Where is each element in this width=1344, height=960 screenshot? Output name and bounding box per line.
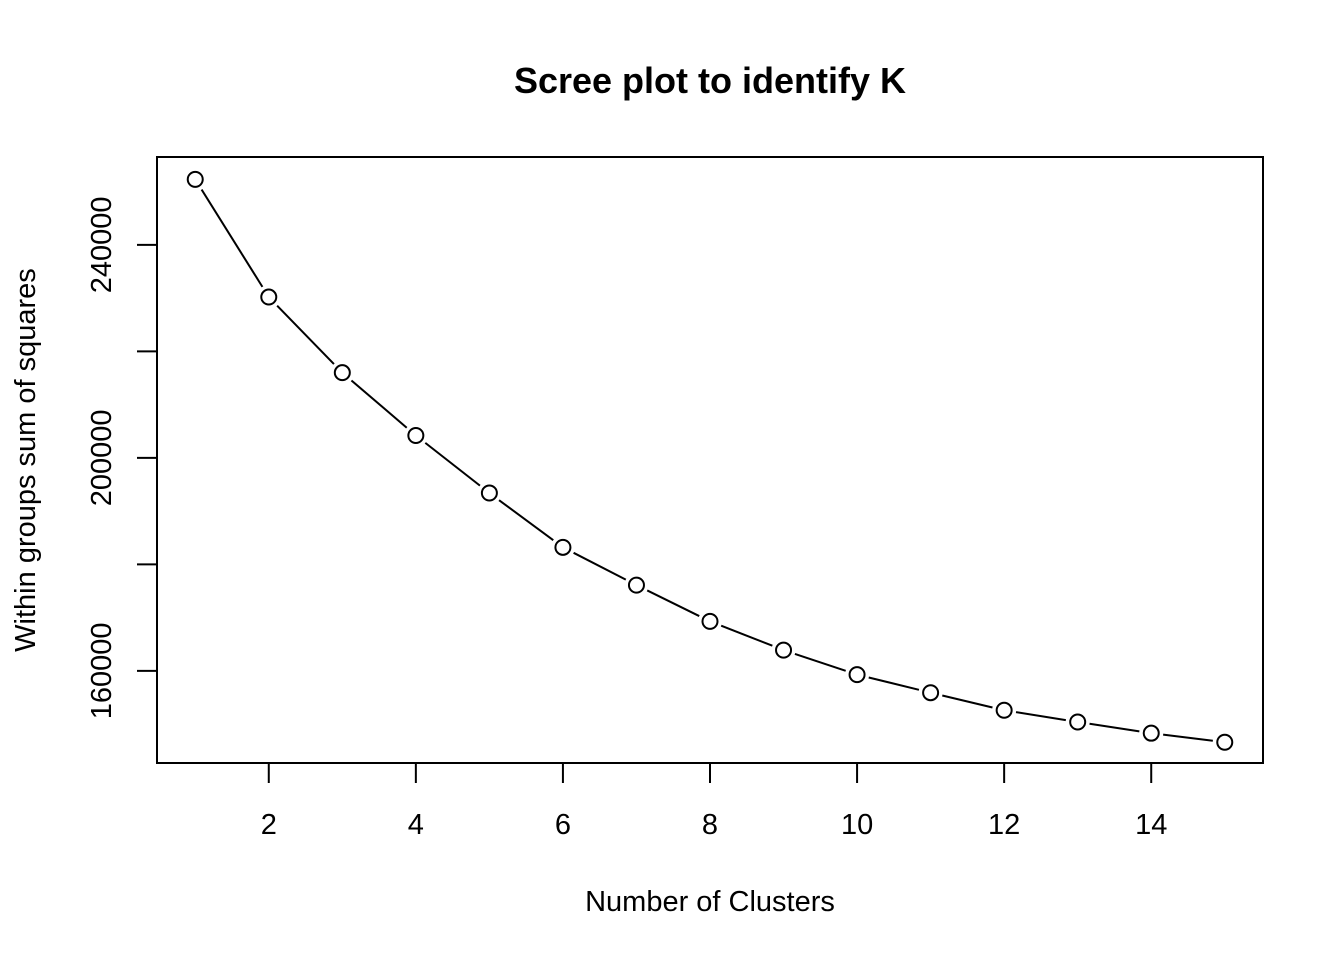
x-tick-label: 14 <box>1135 809 1167 841</box>
y-tick-label: 160000 <box>86 622 118 719</box>
series-line <box>200 189 1213 742</box>
line-segment <box>794 652 847 672</box>
data-point <box>627 576 645 594</box>
x-tick-label: 4 <box>408 809 424 841</box>
plot-frame <box>156 156 1264 764</box>
line-segment <box>1163 733 1213 742</box>
line-segment <box>498 499 554 542</box>
data-point <box>922 684 940 702</box>
data-point <box>1142 724 1160 742</box>
line-segment <box>573 551 627 581</box>
x-axis-label: Number of Clusters <box>585 886 835 918</box>
line-segment <box>276 304 335 365</box>
data-point <box>554 538 572 556</box>
line-segment <box>1015 711 1066 722</box>
data-points <box>186 170 1234 751</box>
x-tick-label: 6 <box>555 809 571 841</box>
chart-title: Scree plot to identify K <box>514 60 906 101</box>
data-point <box>1069 713 1087 731</box>
data-point <box>480 484 498 502</box>
y-axis-label: Within groups sum of squares <box>10 268 42 652</box>
data-point <box>775 641 793 659</box>
data-point <box>186 170 204 188</box>
x-tick-label: 12 <box>988 809 1020 841</box>
line-segment <box>424 442 481 487</box>
line-segment <box>720 624 773 647</box>
y-tick-label: 240000 <box>86 196 118 293</box>
line-segment <box>350 379 408 429</box>
data-point <box>1216 733 1234 751</box>
x-axis: 2 4 6 8 10 12 14 <box>261 763 1167 841</box>
x-tick-label: 10 <box>841 809 873 841</box>
y-tick-label: 200000 <box>86 409 118 506</box>
y-axis: 160000 200000 240000 <box>86 196 157 719</box>
line-segment <box>942 694 993 709</box>
data-point <box>333 364 351 382</box>
x-tick-label: 8 <box>702 809 718 841</box>
data-point <box>260 288 278 306</box>
line-segment <box>646 589 700 617</box>
line-segment <box>1089 722 1140 733</box>
x-tick-label: 2 <box>261 809 277 841</box>
line-segment <box>868 676 920 691</box>
data-point <box>407 427 425 445</box>
data-point <box>995 701 1013 719</box>
data-point <box>701 612 719 630</box>
data-point <box>848 666 866 684</box>
line-segment <box>200 189 264 288</box>
